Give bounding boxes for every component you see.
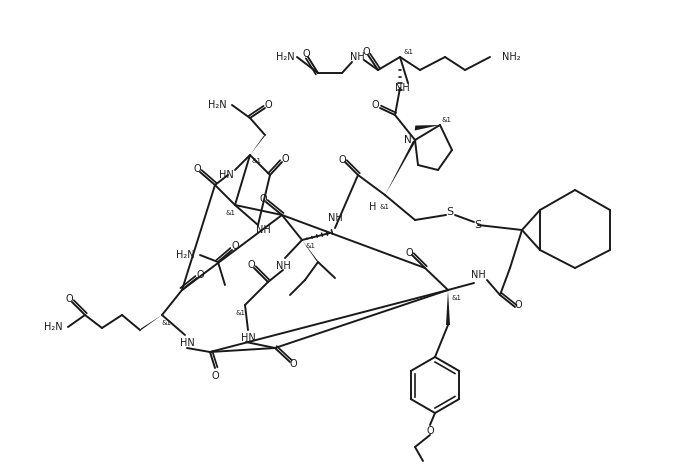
Text: O: O xyxy=(281,154,289,164)
Text: O: O xyxy=(371,100,379,110)
Text: &1: &1 xyxy=(235,310,245,316)
Polygon shape xyxy=(224,284,245,305)
Text: O: O xyxy=(247,260,255,270)
Text: &1: &1 xyxy=(251,158,261,164)
Text: NH₂: NH₂ xyxy=(502,52,521,62)
Text: NH: NH xyxy=(394,83,410,93)
Polygon shape xyxy=(250,134,267,155)
Text: O: O xyxy=(65,294,73,304)
Polygon shape xyxy=(415,125,440,130)
Polygon shape xyxy=(446,290,450,325)
Text: HN: HN xyxy=(241,333,255,343)
Polygon shape xyxy=(385,139,417,195)
Text: O: O xyxy=(211,371,219,381)
Text: O: O xyxy=(362,47,370,57)
Text: NH: NH xyxy=(256,225,270,235)
Text: S: S xyxy=(475,220,482,230)
Text: H₂N: H₂N xyxy=(176,250,195,260)
Text: O: O xyxy=(303,49,310,59)
Text: &1: &1 xyxy=(380,204,390,210)
Text: NH: NH xyxy=(471,270,486,280)
Text: H₂N: H₂N xyxy=(209,100,227,110)
Text: O: O xyxy=(289,359,297,369)
Text: O: O xyxy=(196,270,204,280)
Text: &1: &1 xyxy=(451,295,461,301)
Text: &1: &1 xyxy=(305,243,315,249)
Polygon shape xyxy=(139,315,162,332)
Text: &1: &1 xyxy=(162,320,172,326)
Polygon shape xyxy=(302,240,320,263)
Text: HN: HN xyxy=(219,170,233,180)
Text: O: O xyxy=(405,248,413,258)
Text: &1: &1 xyxy=(442,117,452,123)
Text: HN: HN xyxy=(180,338,194,348)
Text: NH: NH xyxy=(350,52,364,62)
Text: O: O xyxy=(264,100,272,110)
Text: S: S xyxy=(447,207,453,217)
Text: O: O xyxy=(426,426,434,436)
Text: H₂N: H₂N xyxy=(45,322,63,332)
Text: &1: &1 xyxy=(225,210,235,216)
Text: N: N xyxy=(404,135,412,145)
Text: NH: NH xyxy=(276,261,290,271)
Text: O: O xyxy=(259,194,267,204)
Text: H: H xyxy=(369,202,377,212)
Text: O: O xyxy=(514,300,522,310)
Text: O: O xyxy=(338,155,346,165)
Text: H₂N: H₂N xyxy=(276,52,295,62)
Text: O: O xyxy=(193,164,201,174)
Text: O: O xyxy=(231,241,239,251)
Text: &1: &1 xyxy=(403,49,413,55)
Text: NH: NH xyxy=(328,213,342,223)
